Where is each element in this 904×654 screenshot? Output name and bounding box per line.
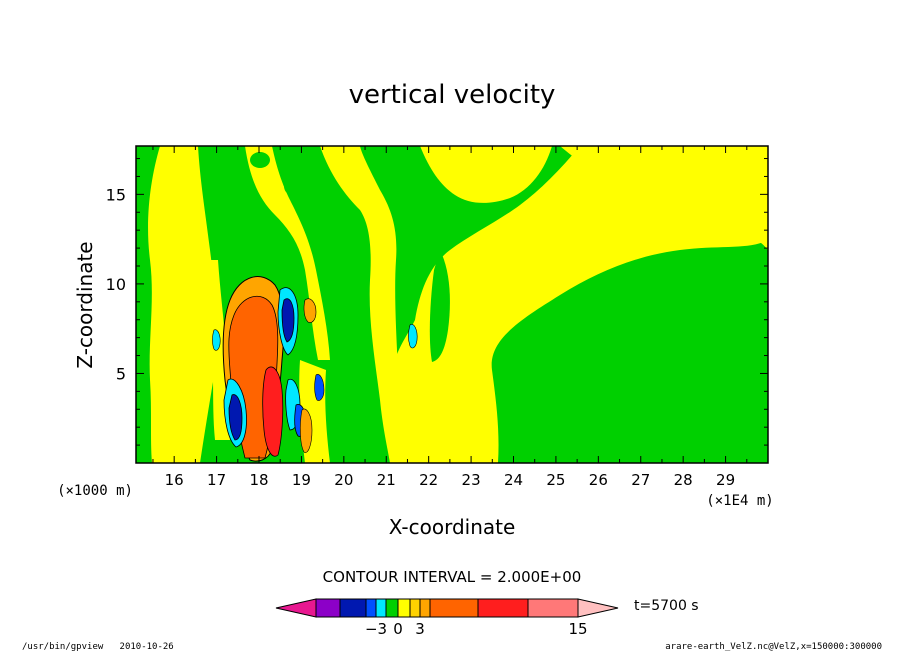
colorbar-tick-label: 15 xyxy=(568,620,587,638)
y-axis: 5 10 15 xyxy=(106,158,768,446)
positive-region-right xyxy=(389,146,768,463)
x-tick-label: 27 xyxy=(631,471,650,489)
negative-band-6 xyxy=(429,250,450,362)
negative-island-4 xyxy=(250,152,270,168)
plot-area xyxy=(136,146,768,463)
x-axis: 16 17 18 19 20 21 22 23 24 25 26 27 28 29 xyxy=(152,146,748,489)
x-tick-label: 26 xyxy=(589,471,608,489)
positive-band-3 xyxy=(420,146,552,203)
positive-band-top xyxy=(560,146,768,250)
negative-island-2 xyxy=(562,322,574,328)
positive-band-2 xyxy=(320,146,408,463)
x-tick-label: 17 xyxy=(207,471,226,489)
positive-cell-bottom xyxy=(299,408,313,453)
positive-region-left xyxy=(148,146,218,463)
plot-frame xyxy=(135,145,769,464)
x-tick-label: 20 xyxy=(334,471,353,489)
colorbar-segment xyxy=(419,598,431,618)
colorbar-segment xyxy=(365,598,377,618)
x-tick-label: 28 xyxy=(674,471,693,489)
y-axis-label: Z-coordinate xyxy=(73,241,97,368)
updraft-max xyxy=(262,366,284,457)
y-tick-label: 15 xyxy=(106,185,126,204)
positive-band-1 xyxy=(245,146,330,360)
y-unit-note: (×1000 m) xyxy=(57,483,133,499)
downdraft-6 xyxy=(408,324,418,349)
downdraft-7 xyxy=(212,329,221,351)
x-tick-label: 19 xyxy=(292,471,311,489)
positive-cell-small xyxy=(303,298,317,323)
colorbar-tick-label: 3 xyxy=(415,620,425,638)
colorbar-segment xyxy=(339,598,367,618)
downdraft-5 xyxy=(314,374,325,401)
negative-island-1 xyxy=(610,267,683,303)
x-tick-label: 25 xyxy=(546,471,565,489)
x-tick-label: 23 xyxy=(462,471,481,489)
colorbar-tick-label: −3 xyxy=(365,620,387,638)
footer-right: arare-earth_VelZ.nc@VelZ,x=150000:300000 xyxy=(665,642,882,652)
downdraft-1-core xyxy=(281,298,295,343)
time-label: t=5700 s xyxy=(634,598,699,614)
x-tick-label: 18 xyxy=(249,471,268,489)
colorbar-segment xyxy=(409,598,421,618)
x-tick-label: 16 xyxy=(165,471,184,489)
colorbar-segment xyxy=(375,598,387,618)
colorbar-triangle-high xyxy=(577,598,619,618)
colorbar-segment xyxy=(429,598,479,618)
colorbar: −3 0 3 15 xyxy=(275,598,619,638)
colorbar-segment xyxy=(527,598,579,618)
x-tick-label: 29 xyxy=(716,471,735,489)
x-tick-label: 22 xyxy=(419,471,438,489)
colorbar-segment xyxy=(315,598,341,618)
colorbar-segment xyxy=(385,598,399,618)
colorbar-segment xyxy=(477,598,529,618)
chart-title: vertical velocity xyxy=(349,80,556,110)
y-tick-label: 10 xyxy=(106,275,126,294)
x-axis-label: X-coordinate xyxy=(389,515,516,539)
negative-island-3 xyxy=(284,178,296,194)
y-tick-label: 5 xyxy=(116,364,126,383)
footer-left: /usr/bin/gpview 2010-10-26 xyxy=(22,642,174,652)
downdraft-2-core xyxy=(228,394,243,441)
colorbar-triangle-low xyxy=(275,598,317,618)
colorbar-tick-label: 0 xyxy=(393,620,403,638)
x-unit-note: (×1E4 m) xyxy=(706,493,773,509)
x-tick-label: 21 xyxy=(377,471,396,489)
contour-interval-label: CONTOUR INTERVAL = 2.000E+00 xyxy=(323,568,582,586)
colorbar-segment xyxy=(397,598,411,618)
x-tick-label: 24 xyxy=(504,471,523,489)
